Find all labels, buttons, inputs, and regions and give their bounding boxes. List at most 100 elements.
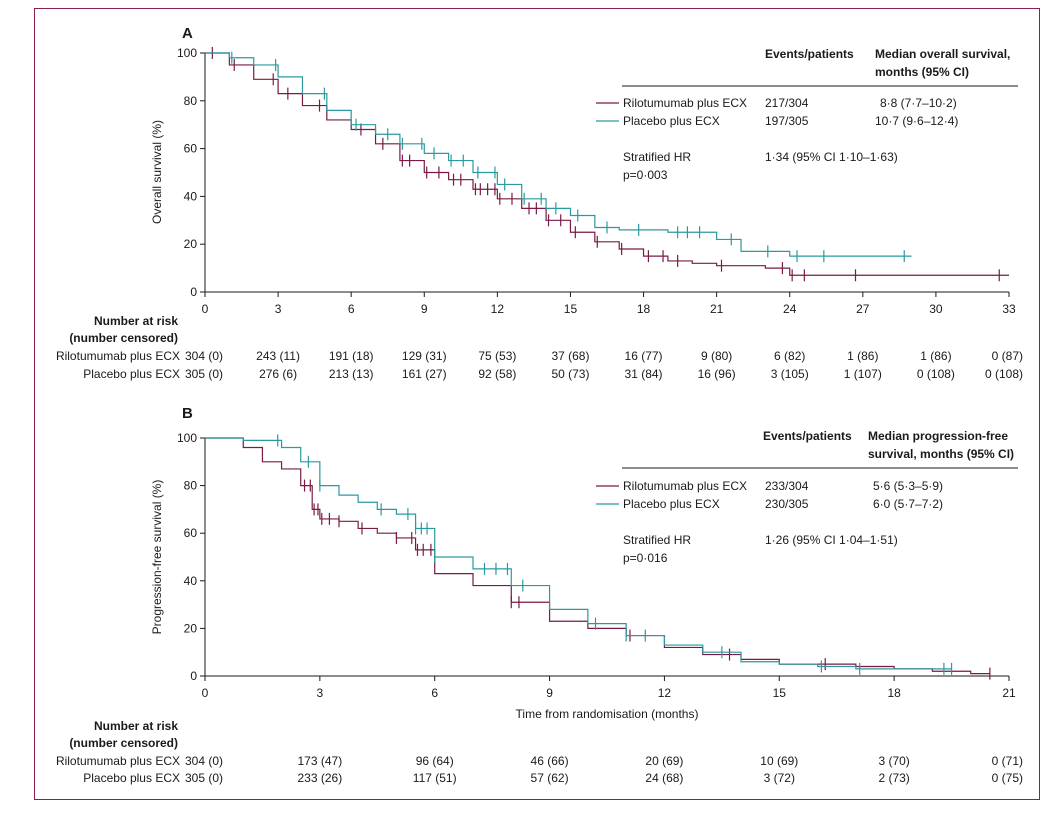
panel-a-risk-label-rilotumumab: Rilotumumab plus ECX [56, 349, 180, 363]
risk-value-rilotumumab: 1 (86) [920, 349, 951, 363]
x-tick-label: 21 [710, 302, 724, 316]
panel-a-letter: A [182, 25, 193, 42]
risk-value-rilotumumab: 243 (11) [256, 349, 300, 363]
panel-b-y-axis-title: Progression-free survival (%) [150, 480, 164, 635]
risk-value-placebo: 0 (108) [985, 367, 1023, 381]
panel-a-x-ticks: 0 3 6 9 12 15 18 21 24 27 30 33 [202, 292, 1016, 316]
risk-value-placebo: 305 (0) [185, 367, 223, 381]
panel-b-legend-median-rilotumumab: 5·6 (5·3–5·9) [873, 479, 943, 493]
panel-a-legend-label-rilotumumab: Rilotumumab plus ECX [623, 96, 747, 110]
panel-a-legend: Events/patients Median overall survival,… [596, 47, 1018, 182]
x-tick-label: 24 [783, 302, 797, 316]
risk-value-placebo: 92 (58) [478, 367, 516, 381]
panel-a-p-value: p=0·003 [623, 168, 668, 182]
panel-a-legend-median-header-2: months (95% CI) [875, 65, 969, 79]
panel-b-risk-label-placebo: Placebo plus ECX [83, 771, 180, 785]
risk-value-placebo: 31 (84) [625, 367, 663, 381]
panel-b-legend: Events/patients Median progression-free … [596, 429, 1018, 565]
figure-frame [34, 8, 1040, 800]
risk-value-rilotumumab: 0 (71) [992, 754, 1023, 768]
panel-a: A Overall survival (%) 0 20 40 60 80 100 0 3 6 9… [56, 25, 1023, 381]
risk-value-placebo: 16 (96) [698, 367, 736, 381]
panel-b-legend-events-placebo: 230/305 [765, 497, 809, 511]
x-tick-label: 15 [773, 686, 787, 700]
risk-value-rilotumumab: 16 (77) [625, 349, 663, 363]
panel-a-y-ticks: 0 20 40 60 80 100 [177, 46, 205, 299]
panel-a-legend-events-placebo: 197/305 [765, 114, 809, 128]
panel-a-legend-median-placebo: 10·7 (9·6–12·4) [875, 114, 958, 128]
panel-a-curves [205, 47, 1009, 282]
panel-a-axes [204, 53, 1009, 293]
panel-b-curves [205, 434, 991, 680]
x-tick-label: 21 [1002, 686, 1016, 700]
y-tick-label: 0 [190, 669, 197, 683]
risk-value-placebo: 276 (6) [259, 367, 297, 381]
x-tick-label: 33 [1002, 302, 1016, 316]
y-tick-label: 80 [184, 94, 198, 108]
panel-b-legend-median-placebo: 6·0 (5·7–7·2) [873, 497, 943, 511]
y-tick-label: 100 [177, 431, 197, 445]
y-tick-label: 60 [184, 526, 198, 540]
risk-value-rilotumumab: 20 (69) [645, 754, 683, 768]
risk-value-rilotumumab: 304 (0) [185, 754, 223, 768]
panel-b-risk-values: 304 (0) 173 (47) 96 (64) 46 (66) 20 (69) 10 (… [185, 754, 1023, 785]
x-tick-label: 9 [546, 686, 553, 700]
panel-a-risk-title-2: (number censored) [69, 331, 178, 345]
risk-value-placebo: 2 (73) [878, 771, 909, 785]
x-tick-label: 3 [275, 302, 282, 316]
panel-b-letter: B [182, 405, 193, 422]
panel-a-risk-title-1: Number at risk [94, 314, 178, 328]
panel-b-legend-events-header: Events/patients [763, 429, 852, 443]
panel-b-legend-label-rilotumumab: Rilotumumab plus ECX [623, 479, 747, 493]
panel-b-hr-label: Stratified HR [623, 533, 691, 547]
panel-b-x-ticks: 0 3 6 9 12 15 18 21 [202, 676, 1016, 700]
panel-b-legend-median-header-1: Median progression-free [868, 429, 1008, 443]
risk-value-rilotumumab: 173 (47) [298, 754, 343, 768]
risk-value-placebo: 3 (72) [764, 771, 795, 785]
x-tick-label: 9 [421, 302, 428, 316]
survival-curve-placebo [205, 437, 952, 670]
y-tick-label: 80 [184, 479, 198, 493]
x-tick-label: 6 [431, 686, 438, 700]
risk-value-rilotumumab: 9 (80) [701, 349, 732, 363]
panel-a-risk-label-placebo: Placebo plus ECX [83, 367, 180, 381]
panel-b: B Progression-free survival (%) 02040608… [56, 405, 1023, 785]
panel-b-risk-label-rilotumumab: Rilotumumab plus ECX [56, 754, 180, 768]
risk-value-placebo: 50 (73) [551, 367, 589, 381]
risk-value-placebo: 57 (62) [531, 771, 569, 785]
risk-value-rilotumumab: 0 (87) [992, 349, 1023, 363]
panel-b-risk-title-1: Number at risk [94, 719, 178, 733]
x-tick-label: 0 [202, 302, 209, 316]
risk-value-rilotumumab: 96 (64) [416, 754, 454, 768]
panel-b-legend-median-header-2: survival, months (95% CI) [868, 447, 1014, 461]
x-tick-label: 18 [637, 302, 651, 316]
risk-value-placebo: 117 (51) [413, 771, 457, 785]
panel-a-hr-value: 1·34 (95% CI 1·10–1·63) [765, 150, 898, 164]
risk-value-placebo: 0 (75) [992, 771, 1023, 785]
x-tick-label: 27 [856, 302, 870, 316]
risk-value-placebo: 3 (105) [771, 367, 809, 381]
panel-b-risk-table: Number at risk (number censored) Rilotum… [56, 719, 1023, 785]
risk-value-placebo: 305 (0) [185, 771, 223, 785]
risk-value-placebo: 161 (27) [402, 367, 447, 381]
panel-b-risk-title-2: (number censored) [69, 736, 178, 750]
y-tick-label: 0 [190, 285, 197, 299]
risk-value-placebo: 24 (68) [645, 771, 683, 785]
panel-b-x-axis-title: Time from randomisation (months) [516, 707, 699, 721]
x-tick-label: 30 [929, 302, 943, 316]
panel-a-hr-label: Stratified HR [623, 150, 691, 164]
survival-curve-placebo [205, 52, 912, 257]
panel-a-legend-events-header: Events/patients [765, 47, 854, 61]
risk-value-rilotumumab: 37 (68) [551, 349, 589, 363]
x-tick-label: 3 [317, 686, 324, 700]
panel-a-legend-label-placebo: Placebo plus ECX [623, 114, 720, 128]
panel-a-legend-median-rilotumumab: 8·8 (7·7–10·2) [880, 96, 957, 110]
x-tick-label: 12 [658, 686, 672, 700]
panel-b-legend-events-rilotumumab: 233/304 [765, 479, 809, 493]
panel-a-legend-median-header-1: Median overall survival, [875, 47, 1010, 61]
panel-b-y-ticks: 0 20 40 60 80 100 [177, 431, 205, 683]
panel-b-hr-value: 1·26 (95% CI 1·04–1·51) [765, 533, 898, 547]
risk-value-rilotumumab: 191 (18) [329, 349, 374, 363]
x-tick-label: 15 [564, 302, 578, 316]
risk-value-placebo: 1 (107) [844, 367, 882, 381]
